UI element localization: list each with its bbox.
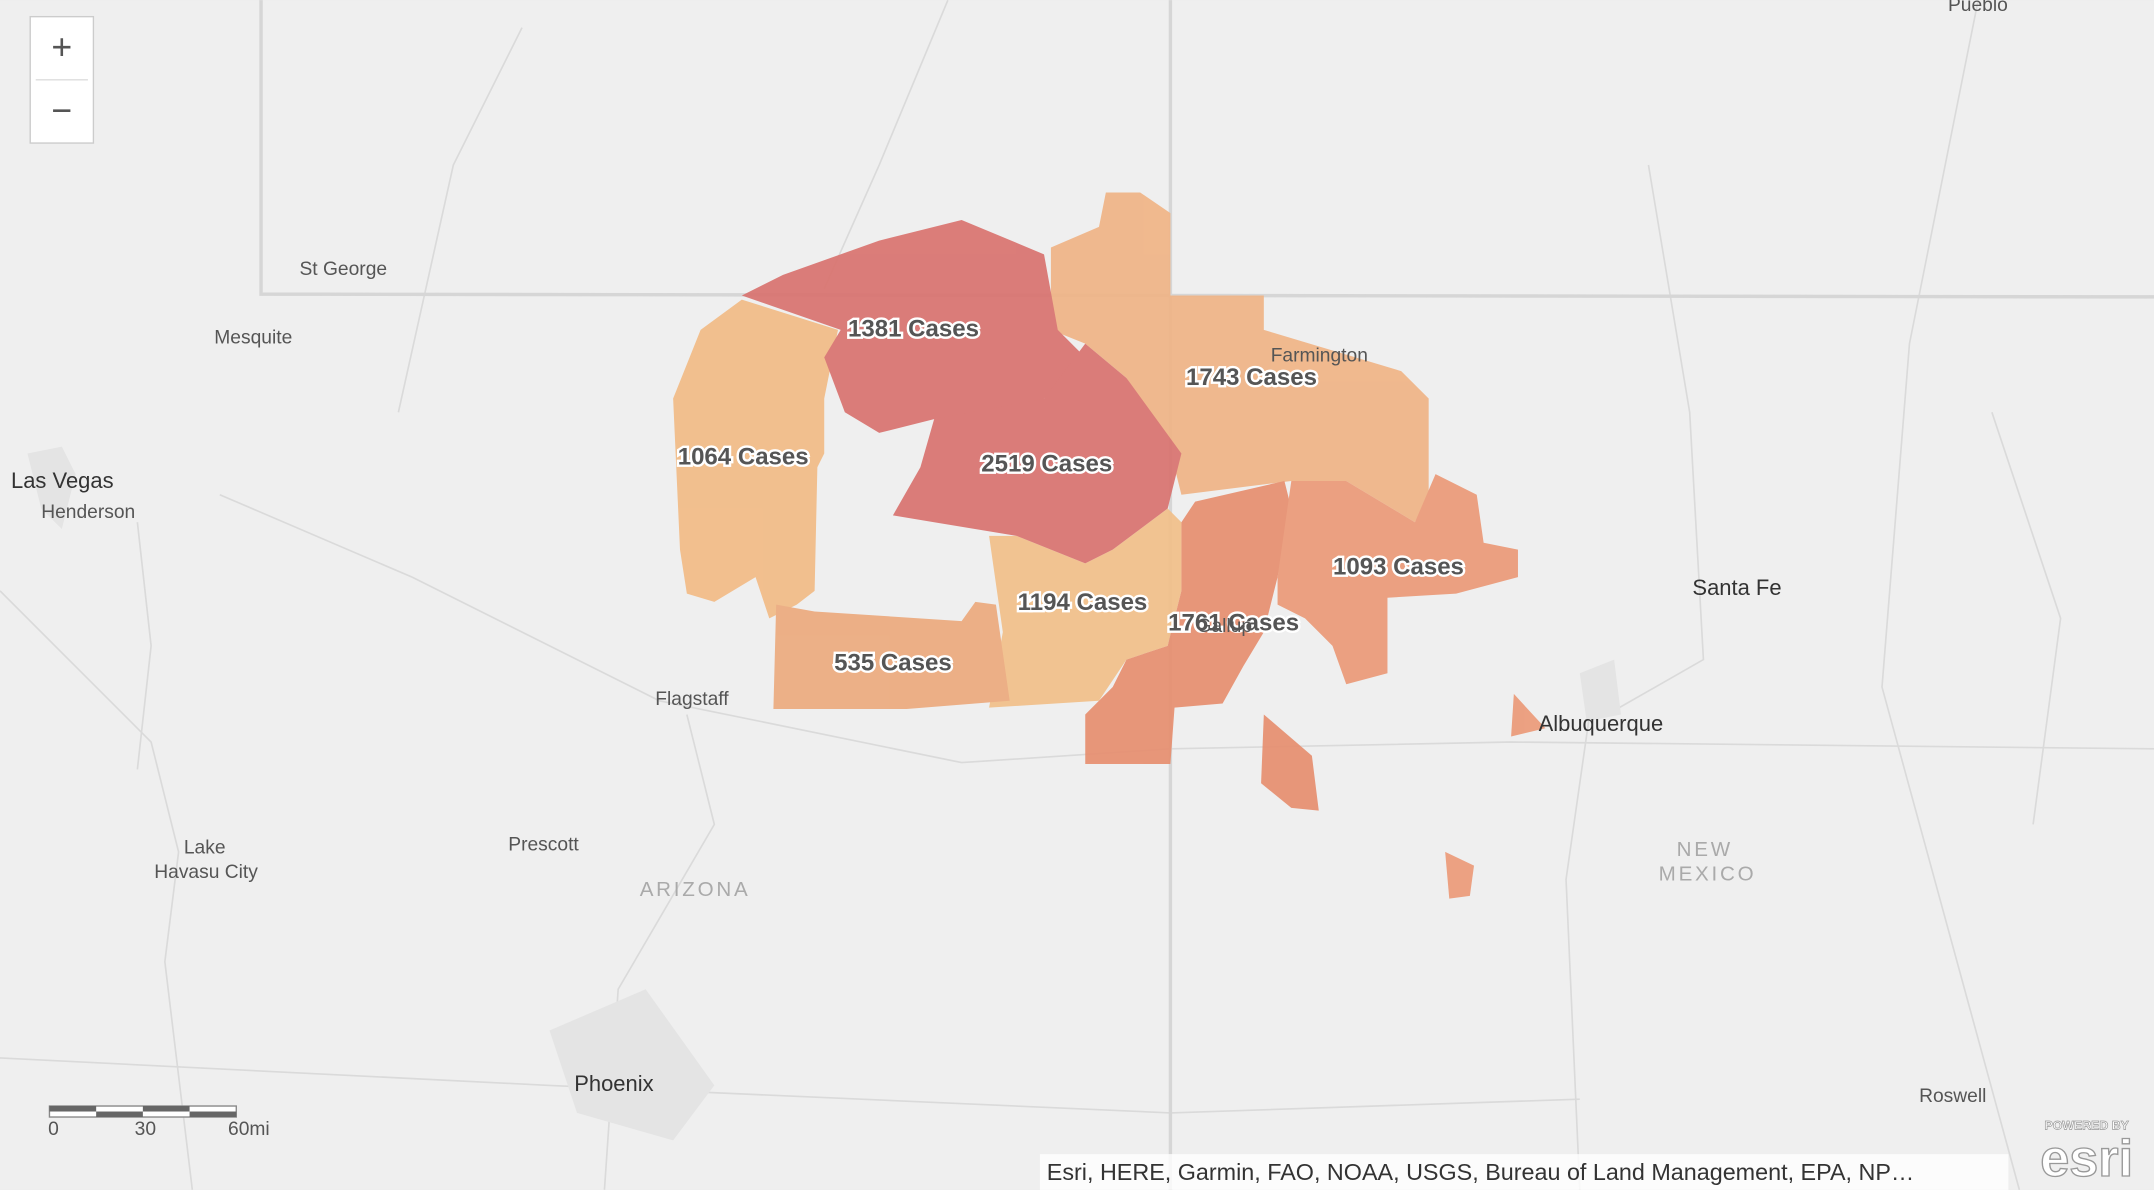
scale-label: 30 <box>135 1119 156 1140</box>
region <box>1085 480 1292 764</box>
place-label: Pueblo <box>1948 0 2008 16</box>
zoom-control: + − <box>29 15 95 144</box>
place-label: Havasu City <box>154 862 258 883</box>
place-label: Prescott <box>508 835 579 856</box>
region <box>741 219 1086 433</box>
case-label: 2519 Cases <box>981 450 1112 477</box>
case-label: 1761 Cases <box>1168 610 1299 637</box>
state-label: ARIZONA <box>640 878 751 901</box>
place-label: Henderson <box>41 502 135 523</box>
place-label: Las Vegas <box>11 468 114 493</box>
place-label: Santa Fe <box>1692 575 1781 600</box>
place-label: Phoenix <box>574 1071 653 1096</box>
attribution: Esri, HERE, Garmin, FAO, NOAA, USGS, Bur… <box>1039 1118 2134 1190</box>
place-label: Roswell <box>1919 1086 1986 1107</box>
region <box>1277 474 1518 685</box>
region <box>1261 714 1319 811</box>
attribution-text[interactable]: Esri, HERE, Garmin, FAO, NOAA, USGS, Bur… <box>1047 1159 1915 1185</box>
place-label: St George <box>299 259 387 280</box>
place-label: Farmington <box>1271 345 1368 366</box>
region <box>773 601 1010 710</box>
esri-logo[interactable]: esri <box>2040 1129 2134 1188</box>
state-label: NEW <box>1677 838 1733 861</box>
case-label: 1064 Cases <box>678 443 809 470</box>
place-label: Albuquerque <box>1539 711 1664 736</box>
zoom-in-button[interactable]: + <box>51 27 72 67</box>
case-labels: 1381 Cases 2519 Cases 1743 Cases 1064 Ca… <box>675 313 1466 679</box>
place-label: Flagstaff <box>655 689 729 710</box>
state-label: MEXICO <box>1659 863 1757 886</box>
case-label: 1381 Cases <box>848 316 979 343</box>
region <box>1050 192 1429 523</box>
case-label: 1743 Cases <box>1186 364 1317 391</box>
region <box>673 299 838 619</box>
regions <box>673 192 1546 899</box>
scale-label: 60mi <box>228 1119 270 1140</box>
logo-caption: POWERED BY <box>2044 1118 2129 1132</box>
urban-areas <box>27 446 1621 1141</box>
region <box>1445 851 1475 899</box>
case-label: 1194 Cases <box>1018 589 1148 616</box>
scale-bar: 0 30 60mi <box>48 1105 270 1140</box>
zoom-out-button[interactable]: − <box>51 90 72 130</box>
region <box>1511 693 1546 737</box>
case-label: 535 Cases <box>834 650 952 677</box>
case-label: 1093 Cases <box>1333 553 1464 580</box>
scale-label: 0 <box>48 1119 59 1140</box>
place-label: Mesquite <box>214 328 292 349</box>
place-label: Lake <box>184 837 226 858</box>
region <box>892 343 1182 564</box>
region <box>989 508 1182 708</box>
place-labels: Pueblo St George Mesquite Las Vegas Hend… <box>11 0 2008 1107</box>
place-label: Gallup <box>1197 616 1253 637</box>
